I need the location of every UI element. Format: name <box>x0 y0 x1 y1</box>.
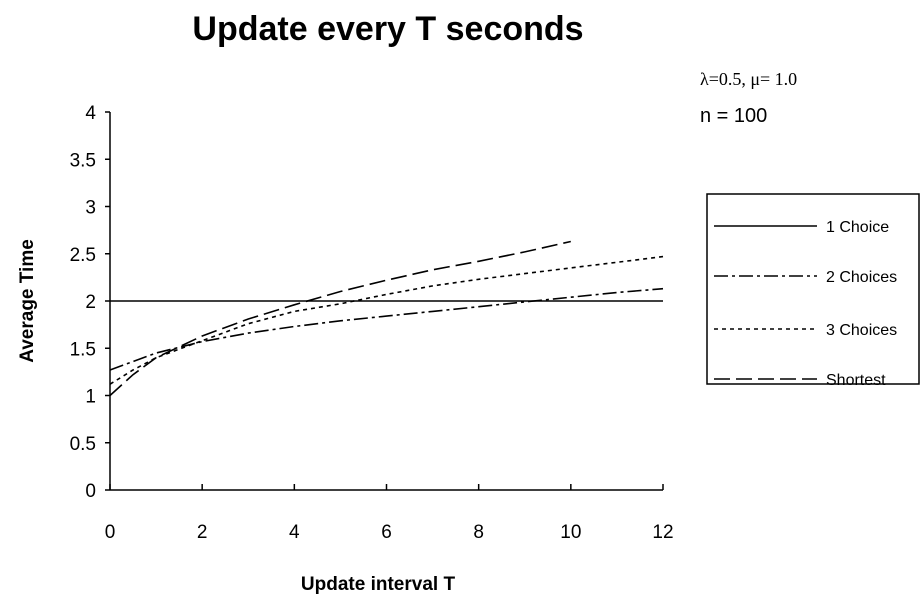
legend: 1 Choice 2 Choices 3 Choices Shortest <box>706 193 920 389</box>
y-tick-label: 0 <box>85 481 96 502</box>
legend-label: Shortest <box>826 372 886 389</box>
y-tick-label: 3 <box>85 198 96 219</box>
series-line-3-choices <box>109 255 664 385</box>
y-tick-label: 0.5 <box>70 434 96 455</box>
x-tick-label: 6 <box>381 522 392 543</box>
y-tick-label: 4 <box>85 103 96 124</box>
x-tick-label: 8 <box>473 522 484 543</box>
annotation-group: λ=0.5, μ= 1.0 n = 100 <box>700 69 797 127</box>
legend-label: 1 Choice <box>826 219 889 236</box>
y-tick-label: 3.5 <box>70 150 96 171</box>
x-tick-label: 4 <box>289 522 300 543</box>
y-tick-label: 1.5 <box>70 339 96 360</box>
y-tick-label: 2.5 <box>70 245 96 266</box>
series-line-2-choices <box>109 287 664 371</box>
series-group <box>109 240 664 397</box>
series-line-shortest <box>109 240 571 397</box>
y-tick-label: 1 <box>85 387 96 408</box>
x-tick-label: 12 <box>652 522 673 543</box>
x-ticks: 0 2 4 6 8 10 12 <box>105 484 674 543</box>
legend-label: 3 Choices <box>826 322 897 339</box>
y-ticks: 0 0.5 1 1.5 2 2.5 3 3.5 4 <box>70 103 110 502</box>
legend-label: 2 Choices <box>826 269 897 286</box>
x-tick-label: 0 <box>105 522 116 543</box>
x-axis-title: Update interval T <box>301 574 456 595</box>
y-tick-label: 2 <box>85 292 96 313</box>
x-tick-label: 2 <box>197 522 208 543</box>
y-axis-title: Average Time <box>17 239 38 363</box>
chart-title: Update every T seconds <box>192 10 583 48</box>
parameter-annotation: λ=0.5, μ= 1.0 <box>700 69 797 89</box>
sample-size-annotation: n = 100 <box>700 105 767 127</box>
x-tick-label: 10 <box>560 522 581 543</box>
